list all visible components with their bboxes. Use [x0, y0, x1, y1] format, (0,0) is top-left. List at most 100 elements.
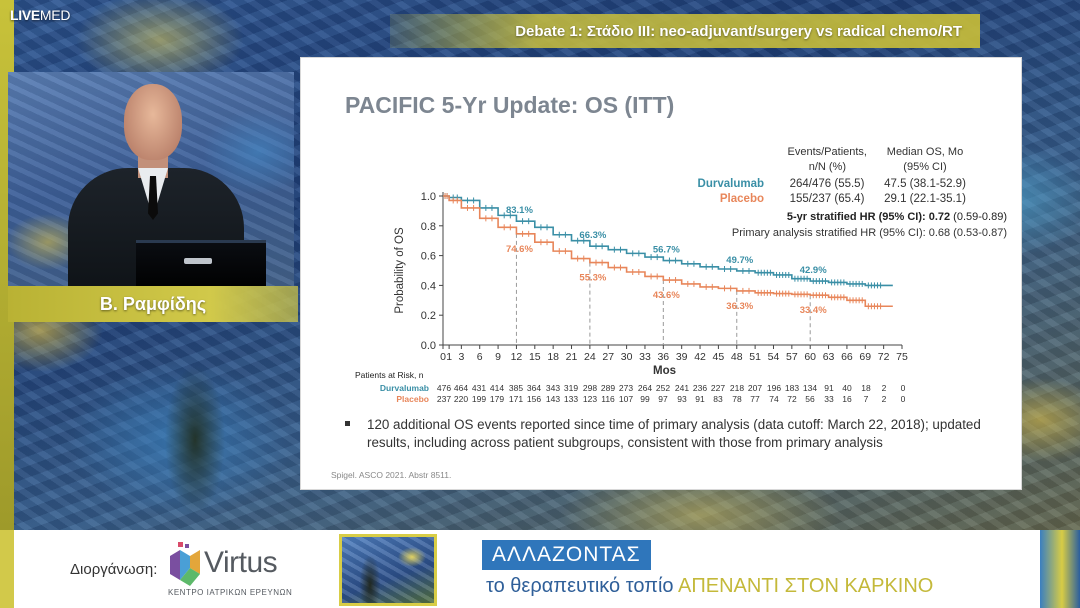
risk-value: 123	[583, 394, 597, 403]
y-tick-label: 0.4	[421, 280, 436, 292]
risk-value: 2	[882, 383, 887, 393]
x-tick-label: 60	[804, 351, 816, 363]
risk-value: 134	[803, 383, 817, 393]
x-tick-label: 9	[495, 351, 501, 363]
risk-value: 237	[437, 394, 451, 403]
y-tick-label: 0.0	[421, 340, 436, 352]
x-tick-label: 63	[823, 351, 835, 363]
campaign-subtitle-b: ΑΠΕΝΑΝΤΙ ΣΤΟΝ ΚΑΡΚΙΝΟ	[677, 575, 934, 597]
x-tick-label: 75	[896, 351, 908, 363]
bullet-point: 120 additional OS events reported since …	[347, 416, 1015, 452]
risk-value: 264	[638, 383, 652, 393]
risk-value: 2	[882, 394, 887, 403]
risk-value: 16	[842, 394, 852, 403]
risk-value: 133	[564, 394, 578, 403]
landmark-label-durvalumab: 56.7%	[653, 245, 680, 256]
organizer-label: Διοργάνωση:	[70, 561, 158, 578]
hr-primary: Primary analysis stratified HR (95% CI):…	[732, 227, 1007, 239]
speaker-name: Β. Ραμφίδης	[99, 293, 207, 314]
presentation-slide: PACIFIC 5-Yr Update: OS (ITT) 0.0 0.2 0.4 0…	[300, 57, 1022, 490]
x-tick-label: 33	[639, 351, 651, 363]
y-tick-label: 0.2	[421, 310, 436, 322]
risk-value: 78	[732, 394, 742, 403]
bullet-text: 120 additional OS events reported since …	[367, 417, 981, 450]
x-tick-label: 57	[786, 351, 798, 363]
risk-value: 464	[454, 383, 468, 393]
table-header-median-1: Median OS, Mo	[887, 146, 963, 158]
risk-value: 252	[656, 383, 670, 393]
table-row-median: 47.5 (38.1-52.9)	[884, 178, 966, 190]
table-row-events: 264/476 (55.5)	[790, 178, 865, 190]
landmark-label-durvalumab: 83.1%	[506, 205, 533, 216]
risk-value: 220	[454, 394, 468, 403]
risk-value: 72	[787, 394, 797, 403]
x-tick-label: 39	[676, 351, 688, 363]
landmark-label-durvalumab: 49.7%	[726, 255, 753, 266]
painting-thumbnail	[339, 534, 437, 606]
risk-value: 431	[472, 383, 486, 393]
hr-5yr: 5-yr stratified HR (95% CI): 0.72 (0.59-…	[787, 211, 1007, 223]
table-row-name: Placebo	[720, 193, 764, 205]
x-tick-label: 21	[566, 351, 578, 363]
microphone	[184, 258, 212, 264]
landmark-label-durvalumab: 42.9%	[800, 265, 827, 276]
x-axis-title: Mos	[653, 365, 676, 377]
risk-value: 385	[509, 383, 523, 393]
table-header-events-2: n/N (%)	[809, 161, 846, 173]
risk-value: 116	[601, 394, 615, 403]
logo-bold: LIVE	[10, 7, 40, 23]
landmark-label-placebo: 33.4%	[800, 305, 827, 316]
risk-value: 0	[901, 383, 906, 393]
x-tick-label: 48	[731, 351, 743, 363]
landmark-label-placebo: 43.6%	[653, 290, 680, 301]
x-tick-label: 12	[511, 351, 523, 363]
campaign-subtitle: το θεραπευτικό τοπίο ΑΠΕΝΑΝΤΙ ΣΤΟΝ ΚΑΡΚΙ…	[486, 575, 933, 598]
risk-value: 91	[824, 383, 834, 393]
landmark-label-placebo: 55.3%	[579, 273, 606, 284]
speaker-video	[8, 72, 294, 286]
y-tick-label: 0.8	[421, 221, 436, 233]
risk-value: 273	[619, 383, 633, 393]
risk-value: 74	[769, 394, 779, 403]
background-cypress	[150, 330, 240, 530]
bottom-right-stripe	[1040, 530, 1080, 608]
risk-value: 227	[711, 383, 725, 393]
risk-value: 364	[527, 383, 541, 393]
virtus-logo-icon	[170, 542, 200, 586]
x-tick-label: 27	[602, 351, 614, 363]
risk-value: 143	[546, 394, 560, 403]
x-tick-label: 24	[584, 351, 596, 363]
risk-value: 207	[748, 383, 762, 393]
risk-value: 33	[824, 394, 834, 403]
risk-value: 107	[619, 394, 633, 403]
risk-value: 319	[564, 383, 578, 393]
x-tick-label: 42	[694, 351, 706, 363]
risk-value: 343	[546, 383, 560, 393]
risk-value: 241	[675, 383, 689, 393]
x-tick-label: 6	[477, 351, 483, 363]
livemed-logo: LIVEMED	[10, 7, 70, 23]
session-title: Debate 1: Στάδιο ΙΙΙ: neo-adjuvant/surge…	[515, 22, 962, 40]
hr-5yr-ci: (0.59-0.89)	[950, 211, 1007, 223]
hr-5yr-value: 0.72	[929, 211, 950, 223]
risk-value: 93	[677, 394, 687, 403]
table-row-events: 155/237 (65.4)	[790, 193, 865, 205]
table-row-median: 29.1 (22.1-35.1)	[884, 193, 966, 205]
x-tick-label: 15	[529, 351, 541, 363]
risk-value: 218	[730, 383, 744, 393]
risk-value: 298	[583, 383, 597, 393]
risk-value: 99	[640, 394, 650, 403]
risk-value: 7	[864, 394, 869, 403]
risk-value: 91	[695, 394, 705, 403]
bullet-marker	[345, 421, 350, 426]
x-tick-label: 66	[841, 351, 853, 363]
y-tick-label: 0.6	[421, 251, 436, 263]
x-tick-label: 30	[621, 351, 633, 363]
campaign-subtitle-a: το θεραπευτικό τοπίο	[486, 575, 678, 597]
risk-value: 196	[767, 383, 781, 393]
risk-value: 414	[490, 383, 504, 393]
risk-value: 289	[601, 383, 615, 393]
y-axis-title: Probability of OS	[394, 227, 406, 314]
risk-value: 97	[658, 394, 668, 403]
